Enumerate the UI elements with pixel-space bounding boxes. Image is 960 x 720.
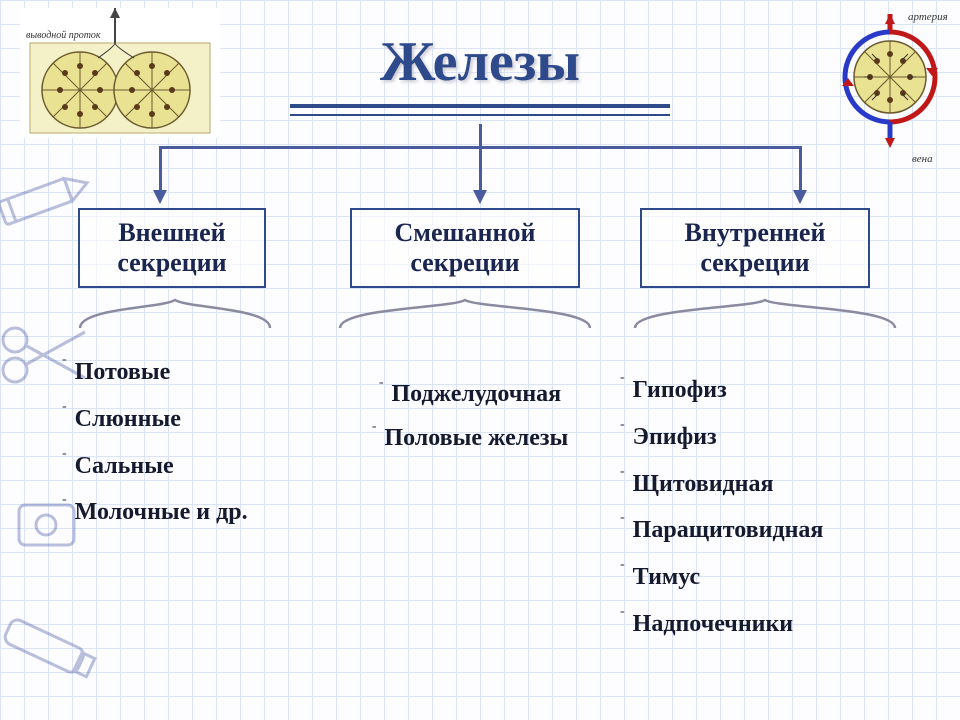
title-underline	[290, 104, 670, 116]
list-item: -Сальные	[62, 446, 248, 487]
list-item-label: Эпифиз	[633, 417, 717, 458]
list-item-label: Половые железы	[384, 419, 568, 457]
category-line: Смешанной	[364, 218, 566, 248]
category-box-internal: Внутреннейсекреции	[640, 208, 870, 288]
list-item: -Надпочечники	[620, 604, 823, 645]
doodle-tube	[0, 600, 108, 700]
connector-trunk	[479, 124, 482, 146]
list-item: -Эпифиз	[620, 417, 823, 458]
dash-icon: -	[62, 399, 67, 416]
connector-drop-internal	[799, 146, 802, 192]
arrowhead-external	[153, 190, 167, 204]
connector-drop-external	[159, 146, 162, 192]
svg-text:артерия: артерия	[908, 11, 948, 23]
bracket-internal	[625, 296, 905, 332]
list-item-label: Слюнные	[75, 399, 181, 440]
category-line: секреции	[364, 248, 566, 278]
category-box-mixed: Смешаннойсекреции	[350, 208, 580, 288]
svg-text:выводной проток: выводной проток	[26, 30, 101, 41]
arrowhead-mixed	[473, 190, 487, 204]
dash-icon: -	[620, 370, 625, 387]
list-item: -Потовые	[62, 352, 248, 393]
dash-icon: -	[372, 419, 377, 436]
list-item-label: Щитовидная	[633, 464, 774, 505]
list-item-label: Поджелудочная	[391, 375, 561, 413]
list-item: -Молочные и др.	[62, 492, 248, 533]
connector-drop-mixed	[479, 146, 482, 192]
dash-icon: -	[620, 510, 625, 527]
endocrine-gland-illustration: артерия вена	[830, 6, 950, 166]
list-item: -Поджелудочная	[320, 375, 620, 413]
category-line: секреции	[654, 248, 856, 278]
dash-icon: -	[62, 492, 67, 509]
arrowhead-internal	[793, 190, 807, 204]
list-internal: -Гипофиз-Эпифиз-Щитовидная-Паращитовидна…	[620, 370, 823, 651]
category-line: Внешней	[92, 218, 252, 248]
category-line: секреции	[92, 248, 252, 278]
svg-text:вена: вена	[912, 153, 933, 165]
category-line: Внутренней	[654, 218, 856, 248]
list-item-label: Тимус	[633, 557, 701, 598]
dash-icon: -	[620, 604, 625, 621]
list-item: -Паращитовидная	[620, 510, 823, 551]
dash-icon: -	[62, 352, 67, 369]
dash-icon: -	[620, 417, 625, 434]
list-item-label: Паращитовидная	[633, 510, 824, 551]
dash-icon: -	[379, 375, 384, 392]
list-mixed: -Поджелудочная-Половые железы	[320, 375, 620, 464]
exocrine-gland-illustration: выводной проток	[20, 8, 220, 138]
list-item-label: Сальные	[75, 446, 174, 487]
bracket-mixed	[330, 296, 600, 332]
list-item: -Гипофиз	[620, 370, 823, 411]
dash-icon: -	[620, 464, 625, 481]
list-item-label: Надпочечники	[633, 604, 793, 645]
list-item-label: Гипофиз	[633, 370, 727, 411]
list-item-label: Молочные и др.	[75, 492, 248, 533]
bracket-external	[70, 296, 280, 332]
main-title: Железы	[380, 30, 580, 94]
list-item: -Тимус	[620, 557, 823, 598]
list-item: -Слюнные	[62, 399, 248, 440]
category-box-external: Внешнейсекреции	[78, 208, 266, 288]
list-item: -Половые железы	[320, 419, 620, 457]
list-item-label: Потовые	[75, 352, 171, 393]
list-external: -Потовые-Слюнные-Сальные-Молочные и др.	[62, 352, 248, 539]
dash-icon: -	[62, 446, 67, 463]
dash-icon: -	[620, 557, 625, 574]
list-item: -Щитовидная	[620, 464, 823, 505]
